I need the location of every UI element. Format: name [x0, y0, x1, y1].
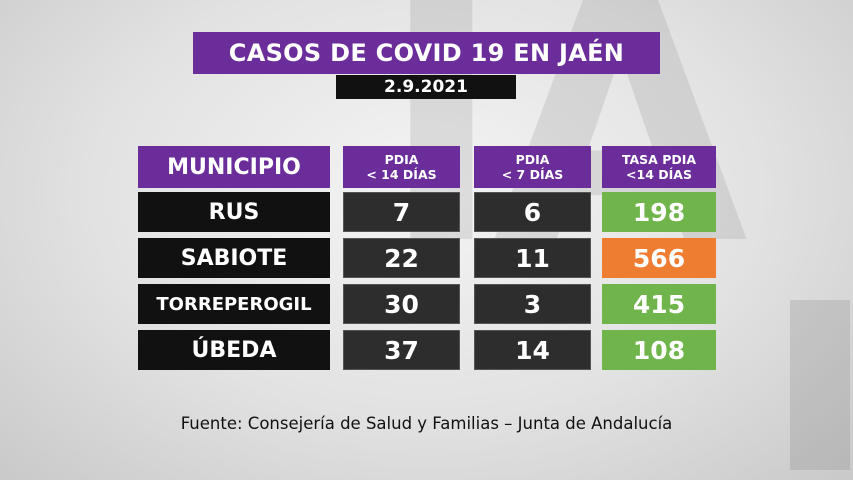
page-title: CASOS DE COVID 19 EN JAÉN [193, 32, 660, 74]
table-row-pdia7: 11 [474, 238, 591, 278]
table-row-tasa: 198 [602, 192, 716, 232]
header-tasa-line2: <14 DÍAS [626, 167, 692, 182]
header-municipio: MUNICIPIO [138, 146, 330, 188]
header-tasa-pdia: TASA PDIA <14 DÍAS [602, 146, 716, 188]
header-pdia-14-line1: PDIA [384, 152, 419, 167]
table-row-pdia14: 37 [343, 330, 460, 370]
header-pdia-7-line2: < 7 DÍAS [501, 167, 564, 182]
header-pdia-14: PDIA < 14 DÍAS [343, 146, 460, 188]
table-row-pdia14: 30 [343, 284, 460, 324]
table-row-municipio: RUS [138, 192, 330, 232]
table-row-tasa: 415 [602, 284, 716, 324]
header-pdia-7: PDIA < 7 DÍAS [474, 146, 591, 188]
header-pdia-7-line1: PDIA [515, 152, 550, 167]
table-row-pdia7: 6 [474, 192, 591, 232]
table-row-pdia14: 7 [343, 192, 460, 232]
header-pdia-14-line2: < 14 DÍAS [366, 167, 437, 182]
table-row-tasa: 108 [602, 330, 716, 370]
table-row-municipio: ÚBEDA [138, 330, 330, 370]
table-row-pdia14: 22 [343, 238, 460, 278]
table-row-pdia7: 3 [474, 284, 591, 324]
table-row-tasa: 566 [602, 238, 716, 278]
table-row-municipio: TORREPEROGIL [138, 284, 330, 324]
table-row-pdia7: 14 [474, 330, 591, 370]
source-caption: Fuente: Consejería de Salud y Familias –… [180, 414, 673, 433]
header-tasa-line1: TASA PDIA [621, 152, 697, 167]
table-row-municipio: SABIOTE [138, 238, 330, 278]
background-shape [790, 300, 850, 470]
date-badge: 2.9.2021 [336, 75, 516, 99]
